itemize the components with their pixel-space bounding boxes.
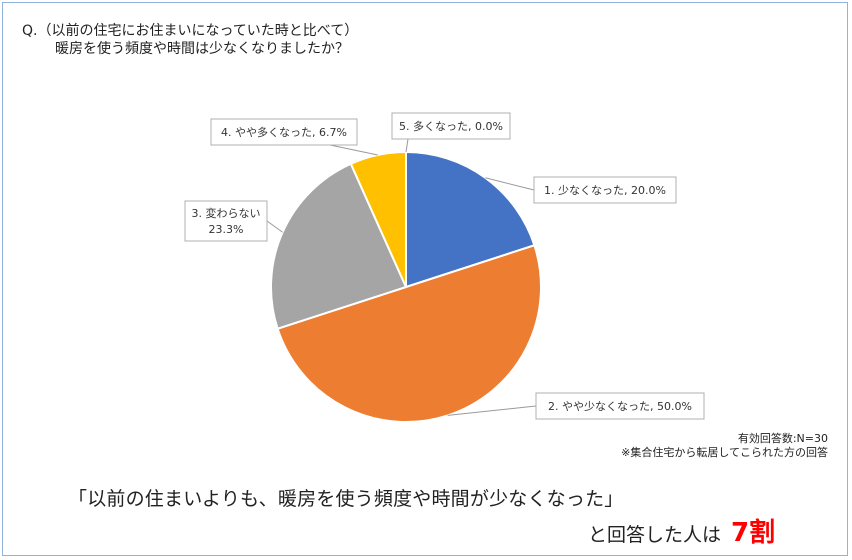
leader-line-3 [266,220,283,233]
data-label-1: 1. 少なくなった, 20.0% [544,184,666,197]
data-label-3-line-1: 3. 変わらない [192,206,261,220]
data-label-box-3 [184,200,268,242]
question-line-1: Q.（以前の住宅にお住まいになっていた時と比べて） [22,23,359,39]
leader-line-2 [447,405,537,416]
data-label-box-4 [210,118,358,146]
data-label-5: 5. 多くなった, 0.0% [399,119,503,133]
summary-quote: 「以前の住まいよりも、暖房を使う頻度や時間が少なくなった」 [68,488,624,510]
pie-slice-2 [276,244,542,423]
data-label-box-1 [533,176,677,204]
sample-size: 有効回答数:N=30 [737,432,828,445]
answer-prefix: と回答した人は [588,524,722,546]
leader-line-4 [329,144,378,156]
leader-line-5 [405,138,409,153]
data-label-2: 2. やや少なくなった, 50.0% [548,400,692,413]
data-label-3-line-2: 23.3% [209,223,244,236]
data-label-box-2 [535,392,705,420]
leader-line-1 [485,177,535,191]
summary-answer: と回答した人は 7割 [588,512,775,549]
pie-slice-3 [270,162,408,330]
data-label-box-5 [391,112,511,140]
answer-value: 7割 [731,518,776,548]
chart-notes: 有効回答数:N=30 ※集合住宅から転居してこられた方の回答 [621,432,828,460]
respondent-scope: ※集合住宅から転居してこられた方の回答 [621,446,828,459]
question-line-2: 暖房を使う頻度や時間は少なくなりましたか？ [55,41,349,57]
data-label-4: 4. やや多くなった, 6.7% [221,125,347,139]
